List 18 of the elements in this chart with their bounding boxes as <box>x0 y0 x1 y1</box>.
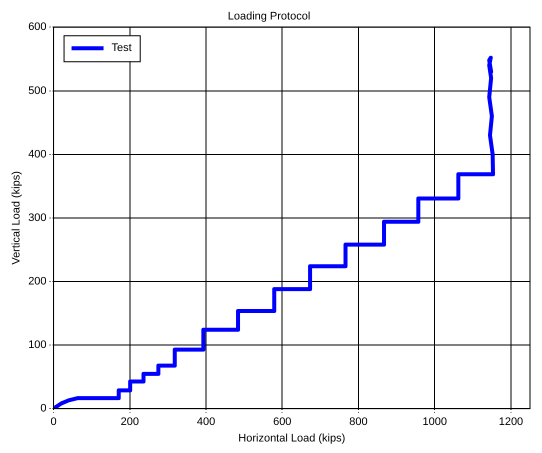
y-tick-label: 100 <box>28 339 47 352</box>
x-tick-label: 200 <box>120 416 139 428</box>
y-axis-title: Vertical Load (kips) <box>10 171 23 265</box>
x-tick-label: 600 <box>273 416 292 428</box>
x-axis-title: Horizontal Load (kips) <box>238 432 346 444</box>
y-tick-label: 500 <box>28 84 47 97</box>
y-tick-label: 200 <box>28 276 47 288</box>
y-tick-label: 0 <box>40 402 47 415</box>
x-tick-label: 1200 <box>498 416 524 428</box>
x-tick-label: 1000 <box>422 416 447 428</box>
y-tick-label: 400 <box>28 148 47 160</box>
y-tick-label: 300 <box>28 212 47 224</box>
y-tick-label: 600 <box>28 21 47 34</box>
x-tick-label: 400 <box>196 416 216 428</box>
x-tick-label: 0 <box>50 416 57 428</box>
chart-title: Loading Protocol <box>228 10 310 23</box>
legend-label: Test <box>112 42 132 54</box>
x-tick-label: 800 <box>349 416 368 428</box>
